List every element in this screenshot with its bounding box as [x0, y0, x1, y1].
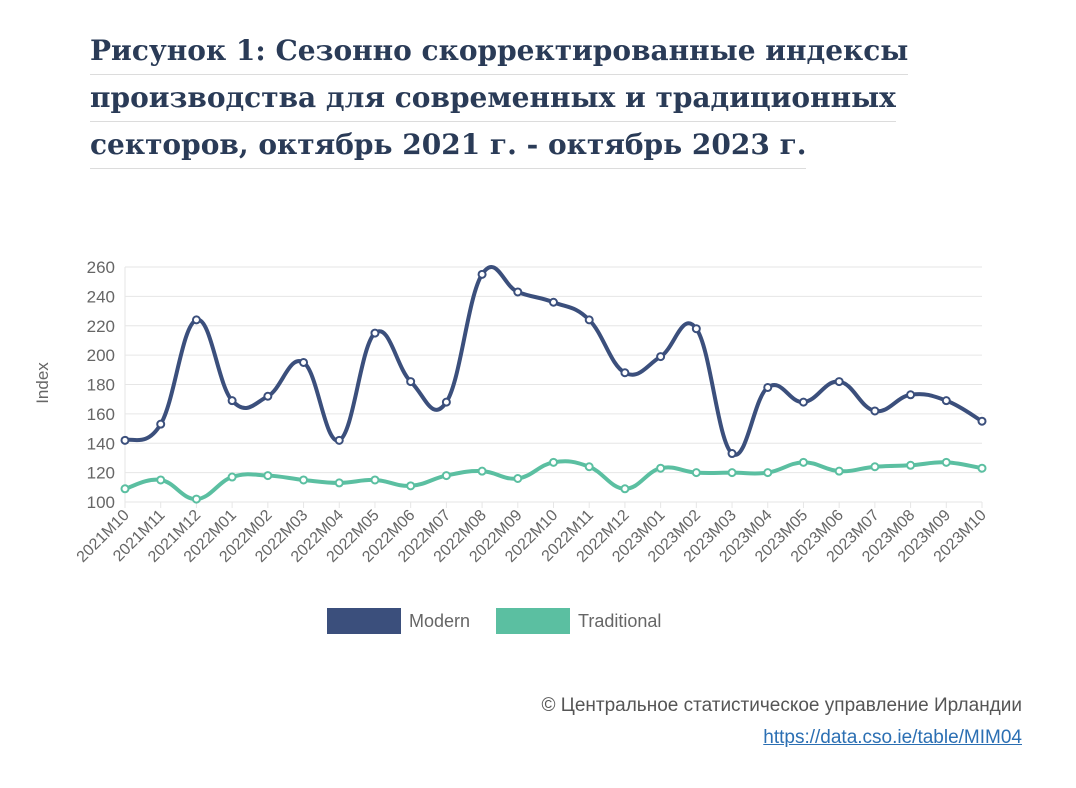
data-point-traditional [120, 484, 130, 494]
data-point-modern [299, 357, 309, 367]
data-point-traditional [406, 481, 416, 491]
data-point-modern [906, 390, 916, 400]
data-point-modern [406, 377, 416, 387]
data-point-traditional [620, 484, 630, 494]
y-tick-label: 140 [87, 434, 115, 453]
data-point-modern [477, 269, 487, 279]
data-point-traditional [763, 468, 773, 478]
y-tick-label: 240 [87, 287, 115, 306]
data-point-traditional [334, 478, 344, 488]
data-point-traditional [656, 463, 666, 473]
data-point-traditional [906, 460, 916, 470]
data-point-traditional [727, 468, 737, 478]
y-tick-label: 220 [87, 317, 115, 336]
data-point-modern [156, 419, 166, 429]
legend: Modern Traditional [327, 608, 661, 634]
data-point-modern [191, 315, 201, 325]
legend-label-modern: Modern [409, 611, 470, 631]
y-tick-label: 180 [87, 376, 115, 395]
chart-area: 100 120 140 160 180 200 220 240 260 2021M10 2021M… [0, 240, 1076, 640]
title-line-1: Рисунок 1: Сезонно скорректированные инд… [90, 28, 909, 75]
data-point-modern [120, 435, 130, 445]
data-point-traditional [156, 475, 166, 485]
data-point-traditional [299, 475, 309, 485]
data-point-traditional [584, 462, 594, 472]
data-point-traditional [227, 472, 237, 482]
y-axis: 100 120 140 160 180 200 220 240 260 [87, 258, 115, 512]
data-point-modern [334, 435, 344, 445]
data-point-traditional [441, 471, 451, 481]
data-point-modern [656, 352, 666, 362]
data-point-modern [941, 396, 951, 406]
data-point-modern [620, 368, 630, 378]
data-point-traditional [513, 474, 523, 483]
data-point-modern [763, 382, 773, 392]
data-point-traditional [549, 457, 558, 467]
line-chart: 100 120 140 160 180 200 220 240 260 2021M102021M… [33, 258, 990, 634]
footer: © Центральное статистическое управление … [541, 690, 1022, 754]
data-point-modern [370, 328, 380, 338]
data-point-modern [513, 287, 523, 297]
y-axis-label: Index [33, 362, 52, 404]
data-point-traditional [870, 462, 880, 472]
y-tick-label: 160 [87, 405, 115, 424]
legend-swatch-modern [327, 608, 401, 634]
legend-label-traditional: Traditional [578, 611, 661, 631]
data-point-modern [834, 377, 844, 387]
x-axis: 2021M102021M112021M122022M012022M022022M… [74, 507, 990, 566]
title-line-3: секторов, октябрь 2021 г. - октябрь 2023… [90, 122, 807, 169]
legend-swatch-traditional [496, 608, 570, 634]
data-point-traditional [941, 457, 951, 467]
copyright-text: © Центральное статистическое управление … [541, 695, 1022, 716]
data-point-traditional [370, 475, 380, 485]
data-point-modern [584, 315, 594, 325]
y-tick-label: 120 [87, 464, 115, 483]
data-point-modern [227, 396, 237, 406]
y-tick-label: 100 [87, 493, 115, 512]
data-point-traditional [977, 463, 987, 473]
y-tick-label: 260 [87, 258, 115, 277]
title-line-2: производства для современных и традицион… [90, 75, 896, 122]
chart-title: Рисунок 1: Сезонно скорректированные инд… [90, 28, 920, 169]
source-link[interactable]: https://data.cso.ie/table/MIM04 [763, 727, 1022, 748]
data-point-modern [977, 416, 987, 426]
data-point-traditional [477, 466, 487, 476]
data-point-traditional [834, 466, 844, 476]
y-tick-label: 200 [87, 346, 115, 365]
data-point-traditional [191, 494, 201, 504]
data-point-traditional [691, 468, 701, 478]
series-line-traditional [123, 459, 984, 502]
data-point-traditional [263, 471, 273, 481]
data-point-modern [549, 297, 558, 307]
data-point-traditional [798, 457, 808, 467]
data-point-modern [263, 391, 273, 401]
data-point-modern [870, 406, 880, 416]
data-point-modern [441, 397, 451, 407]
data-point-modern [727, 449, 737, 459]
data-point-modern [798, 397, 808, 407]
data-point-modern [691, 324, 701, 334]
series-points [120, 269, 987, 504]
series-line-modern [123, 265, 984, 457]
